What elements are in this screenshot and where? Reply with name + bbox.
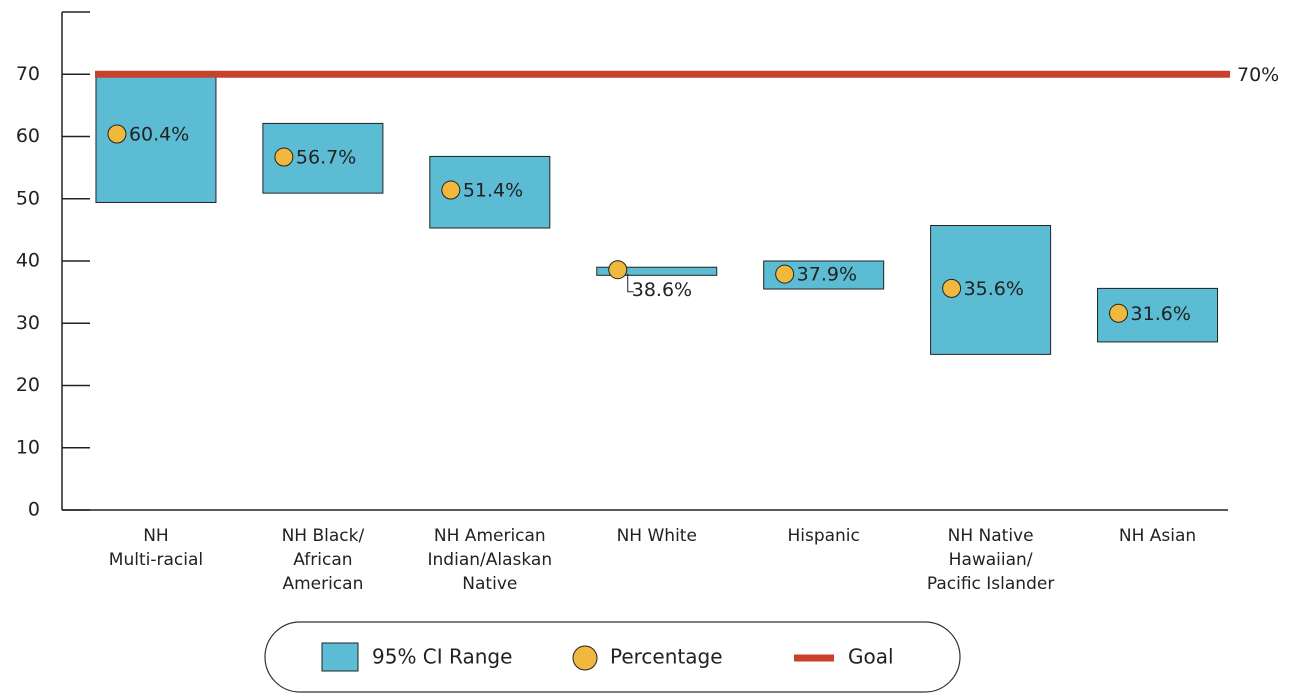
goal-label: 70% [1237,64,1279,86]
y-tick-label: 20 [16,374,40,396]
percentage-dot [107,124,127,144]
x-tick-label-line: Hawaiian/ [949,550,1033,570]
value-label: 35.6% [964,278,1024,300]
label-leader [627,273,634,293]
percentage-dot [775,264,795,284]
x-tick-label: NH American Indian/Alaskan Native [428,526,553,594]
x-tick-label-line: NH [143,526,169,546]
y-tick-label: 30 [16,312,40,334]
x-tick-label-line: American [282,574,363,594]
x-tick-label: NH White [617,526,697,546]
legend-label: Percentage [610,645,723,669]
value-label: 56.7% [296,147,356,169]
y-tick-label: 40 [16,250,40,272]
y-tick-label: 10 [16,436,40,458]
percentage-dot [1109,303,1129,323]
legend-swatch [321,642,359,672]
percentage-dot [608,260,628,280]
percentage-dot [274,147,294,167]
x-tick-label: NH Native Hawaiian/Pacific Islander [927,526,1054,594]
x-tick-label-line: NH American [434,526,546,546]
x-tick-label-line: NH Black/ [282,526,365,546]
x-tick-label-line: Multi-racial [109,550,203,570]
x-tick-label-line: Hispanic [787,526,859,546]
legend-box [264,621,961,693]
value-label: 31.6% [1131,303,1191,325]
x-tick-label-line: NH Asian [1119,526,1196,546]
legend-label: 95% CI Range [372,645,512,669]
y-tick-label: 70 [16,63,40,85]
value-label: 37.9% [797,264,857,286]
x-tick-label-line: African [293,550,352,570]
y-tick-label: 0 [28,499,40,521]
x-tick-label-line: NH Native [948,526,1034,546]
ci-box [596,266,718,276]
x-tick-label: NH Multi-racial [109,526,203,570]
x-tick-label-line: NH White [617,526,697,546]
percentage-dot [942,278,962,298]
x-tick-label-line: Native [462,574,517,594]
y-tick-label: 60 [16,125,40,147]
x-tick-label-line: Indian/Alaskan [428,550,553,570]
value-label: 60.4% [129,124,189,146]
y-tick-label: 50 [16,187,40,209]
x-tick-label: NH Asian [1119,526,1196,546]
x-tick-label: Hispanic [787,526,859,546]
value-label: 51.4% [463,180,523,202]
x-tick-label-line: Pacific Islander [927,574,1054,594]
x-tick-label: NH Black/African American [282,526,365,594]
percentage-dot [441,180,461,200]
value-label: 38.6% [632,279,692,301]
legend-swatch [572,645,598,671]
legend-label: Goal [848,645,894,669]
